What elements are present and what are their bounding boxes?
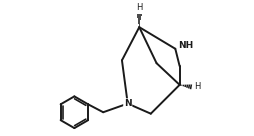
Text: H: H xyxy=(136,3,142,12)
Text: H: H xyxy=(195,83,201,92)
Text: N: N xyxy=(124,99,132,108)
Text: NH: NH xyxy=(178,41,193,50)
